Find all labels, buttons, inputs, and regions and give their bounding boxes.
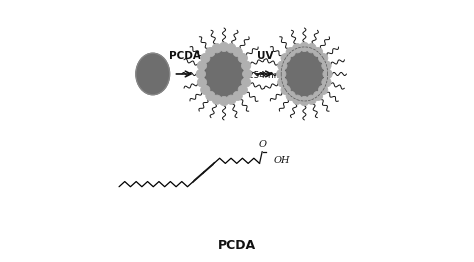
Circle shape	[212, 43, 221, 53]
Circle shape	[243, 69, 252, 79]
Circle shape	[241, 61, 251, 70]
Circle shape	[286, 91, 295, 101]
Circle shape	[212, 95, 221, 104]
Text: OH: OH	[274, 156, 290, 165]
Circle shape	[307, 95, 316, 104]
Text: O: O	[259, 140, 267, 149]
Circle shape	[300, 96, 309, 106]
Circle shape	[278, 78, 287, 87]
Circle shape	[292, 95, 302, 104]
Circle shape	[307, 43, 316, 53]
Text: 254 nm: 254 nm	[248, 71, 282, 80]
Circle shape	[323, 69, 332, 79]
Circle shape	[276, 69, 286, 79]
Circle shape	[300, 42, 309, 52]
Circle shape	[196, 69, 206, 79]
Text: UV: UV	[256, 51, 273, 61]
Circle shape	[238, 53, 247, 63]
Ellipse shape	[136, 53, 170, 95]
Circle shape	[292, 43, 302, 53]
Circle shape	[241, 78, 251, 87]
Circle shape	[319, 53, 328, 63]
Circle shape	[197, 61, 207, 70]
Ellipse shape	[205, 51, 244, 97]
Circle shape	[319, 85, 328, 95]
Circle shape	[201, 53, 210, 63]
Circle shape	[206, 47, 215, 57]
Circle shape	[238, 85, 247, 95]
Circle shape	[281, 53, 290, 63]
Ellipse shape	[285, 51, 324, 97]
Circle shape	[322, 61, 331, 70]
Circle shape	[286, 47, 295, 57]
Circle shape	[313, 91, 323, 101]
Circle shape	[197, 78, 207, 87]
Circle shape	[233, 47, 242, 57]
Circle shape	[322, 78, 331, 87]
Circle shape	[201, 85, 210, 95]
Circle shape	[233, 91, 242, 101]
Text: PCDA: PCDA	[169, 51, 201, 61]
Circle shape	[278, 61, 287, 70]
Circle shape	[313, 47, 323, 57]
Circle shape	[281, 85, 290, 95]
Circle shape	[219, 96, 228, 106]
Circle shape	[227, 43, 236, 53]
Circle shape	[219, 42, 228, 52]
Circle shape	[206, 91, 215, 101]
Text: PCDA: PCDA	[218, 239, 256, 252]
Circle shape	[227, 95, 236, 104]
